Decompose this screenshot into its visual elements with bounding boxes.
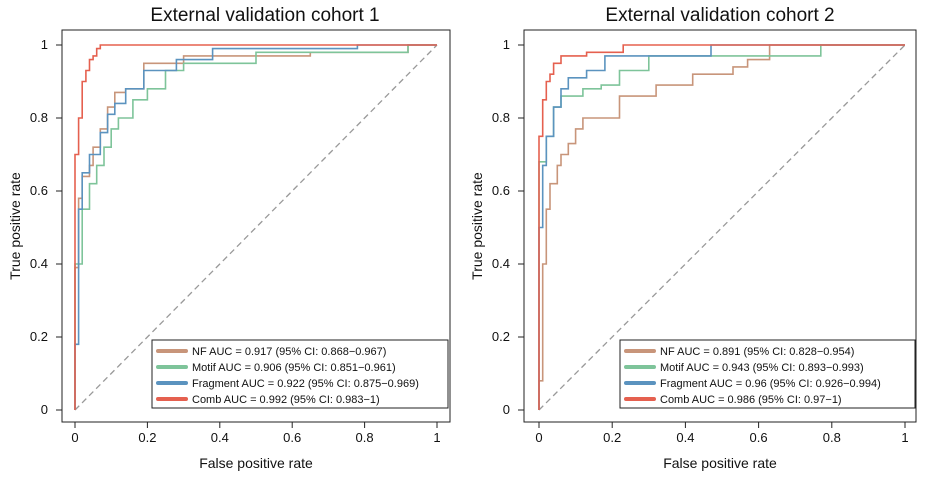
x-tick-label: 0.8 bbox=[823, 430, 841, 445]
x-axis-label: False positive rate bbox=[663, 455, 777, 471]
x-tick-label: 0.8 bbox=[356, 430, 374, 445]
chart-panel-1: External validation cohort 1 0 0.2 0.4 0.6 0.… bbox=[7, 5, 451, 471]
roc-curve-nf bbox=[538, 44, 905, 410]
y-tick-label: 1 bbox=[503, 37, 510, 52]
legend-label-nf: NF AUC = 0.917 (95% CI: 0.868−0.967) bbox=[192, 346, 386, 358]
legend-box bbox=[619, 339, 916, 409]
y-tick-label: 0.2 bbox=[30, 329, 48, 344]
x-tick-label: 1 bbox=[901, 430, 908, 445]
legend-label-fragment: Fragment AUC = 0.922 (95% CI: 0.875−0.96… bbox=[192, 378, 419, 390]
roc-curve-fragment bbox=[538, 44, 905, 410]
roc-curve-fragment bbox=[74, 44, 437, 410]
x-tick-label: 1 bbox=[433, 430, 440, 445]
reference-diagonal-line bbox=[74, 44, 438, 411]
chart-panel-2: External validation cohort 2 0 0.2 0.4 0.6 0.… bbox=[469, 5, 917, 471]
legend-label-fragment: Fragment AUC = 0.96 (95% CI: 0.926−0.994… bbox=[660, 378, 881, 390]
y-tick-label: 0.2 bbox=[492, 329, 510, 344]
x-tick-label: 0.4 bbox=[676, 430, 694, 445]
reference-diagonal-line bbox=[538, 44, 906, 411]
y-tick-label: 0.6 bbox=[492, 183, 510, 198]
x-axis-label: False positive rate bbox=[199, 455, 313, 471]
legend-label-motif: Motif AUC = 0.943 (95% CI: 0.893−0.993) bbox=[660, 362, 864, 374]
chart-title: External validation cohort 1 bbox=[150, 5, 379, 26]
y-tick-label: 0 bbox=[503, 402, 510, 417]
x-tick-label: 0.6 bbox=[283, 430, 301, 445]
y-axis-label: True positive rate bbox=[7, 172, 23, 280]
x-tick-label: 0 bbox=[71, 430, 78, 445]
y-tick-label: 1 bbox=[41, 37, 48, 52]
roc-curve-motif bbox=[74, 44, 437, 410]
y-tick-label: 0.6 bbox=[30, 183, 48, 198]
y-tick-label: 0.8 bbox=[30, 110, 48, 125]
x-tick-label: 0.4 bbox=[211, 430, 229, 445]
legend-label-motif: Motif AUC = 0.906 (95% CI: 0.851−0.961) bbox=[192, 362, 396, 374]
chart-title: External validation cohort 2 bbox=[605, 5, 834, 26]
legend-label-nf: NF AUC = 0.891 (95% CI: 0.828−0.954) bbox=[660, 346, 854, 358]
roc-curve-comb bbox=[74, 44, 437, 410]
x-tick-label: 0.2 bbox=[603, 430, 621, 445]
y-tick-label: 0.4 bbox=[492, 256, 510, 271]
legend-label-comb: Comb AUC = 0.986 (95% CI: 0.97−1) bbox=[660, 394, 842, 406]
legend-box bbox=[151, 339, 449, 409]
legend-label-comb: Comb AUC = 0.992 (95% CI: 0.983−1) bbox=[192, 394, 380, 406]
plot-frame bbox=[61, 29, 451, 423]
y-tick-label: 0.4 bbox=[30, 256, 48, 271]
y-axis-label: True positive rate bbox=[469, 172, 485, 280]
y-tick-label: 0 bbox=[41, 402, 48, 417]
roc-curve-comb bbox=[538, 44, 905, 410]
y-tick-label: 0.8 bbox=[492, 110, 510, 125]
x-tick-label: 0 bbox=[535, 430, 542, 445]
x-tick-label: 0.6 bbox=[750, 430, 768, 445]
plot-frame bbox=[523, 29, 917, 423]
x-tick-label: 0.2 bbox=[138, 430, 156, 445]
